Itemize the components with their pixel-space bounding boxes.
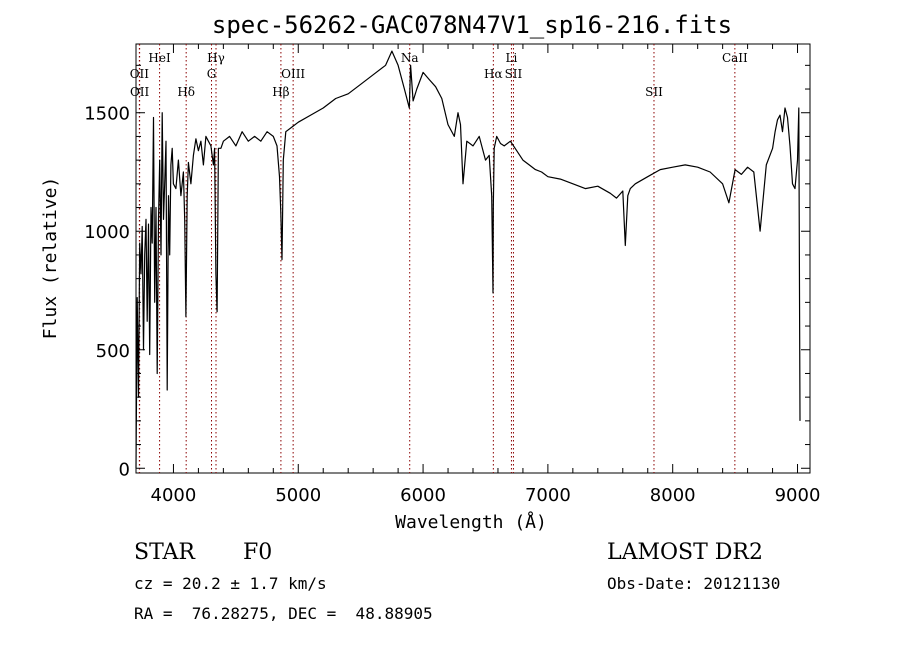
marker-label-13: CaII	[722, 51, 748, 65]
y-tick-label-0: 0	[119, 459, 130, 480]
x-tick-label-3: 7000	[525, 485, 571, 506]
y-tick-label-3: 1500	[84, 104, 130, 125]
x-tick-label-0: 4000	[151, 485, 197, 506]
marker-label-10: Hα	[484, 67, 503, 81]
x-axis-label: Wavelength (Å)	[395, 511, 547, 533]
x-axis-ticks: 4000 5000 6000 7000 8000 9000	[151, 44, 821, 506]
y-axis-label: Flux (relative)	[40, 177, 61, 340]
marker-label-0: OII	[130, 67, 150, 81]
marker-label-4: Hγ	[207, 51, 225, 65]
object-subclass: F0	[243, 540, 273, 565]
object-class: STAR	[134, 540, 195, 565]
y-tick-label-1: 500	[96, 341, 130, 362]
x-tick-label-4: 8000	[650, 485, 696, 506]
y-tick-label-2: 1000	[84, 222, 130, 243]
redshift-cz: cz = 20.2 ± 1.7 km/s	[134, 574, 327, 593]
marker-label-12: SII	[645, 85, 663, 99]
x-tick-label-1: 5000	[275, 485, 321, 506]
survey-name: LAMOST DR2	[607, 540, 763, 565]
spectrum-series	[135, 50, 801, 469]
plot-frame	[135, 43, 811, 474]
coordinates: RA = 76.28275, DEC = 48.88905	[134, 604, 433, 623]
observation-date: Obs-Date: 20121130	[607, 574, 781, 593]
marker-label-3: Hδ	[177, 85, 195, 99]
marker-label-7: Hβ	[272, 85, 289, 99]
x-tick-label-2: 6000	[400, 485, 446, 506]
marker-label-11: SII	[505, 67, 523, 81]
chart-title: spec-56262-GAC078N47V1_sp16-216.fits	[212, 11, 732, 39]
marker-label-8: Na	[401, 51, 419, 65]
spectrum-line	[135, 50, 801, 469]
marker-label-5: G	[207, 67, 217, 81]
marker-label-2: HeI	[148, 51, 171, 65]
marker-label-1: OII	[130, 85, 150, 99]
y-axis-ticks: 0 500 1000 1500	[84, 64, 810, 480]
x-tick-label-5: 9000	[775, 485, 821, 506]
marker-label-6: OIII	[281, 67, 305, 81]
marker-label-9: Li	[506, 51, 518, 65]
